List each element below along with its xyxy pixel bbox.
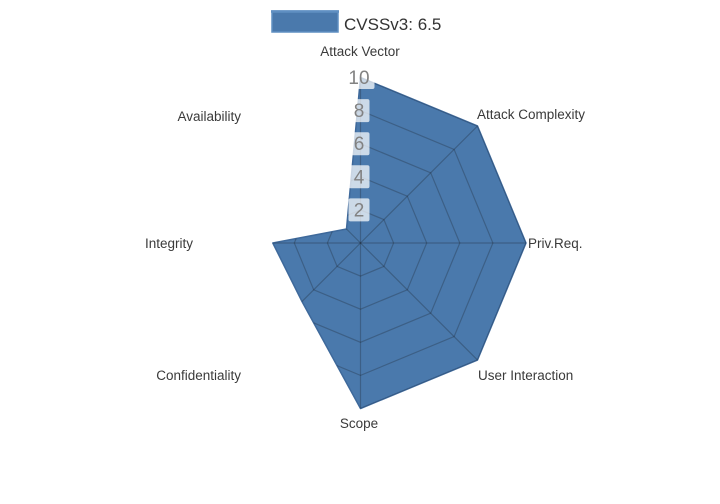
grid-ring (272, 109, 494, 377)
legend-swatch[interactable] (271, 10, 339, 33)
radial-tick-label: 2 (354, 200, 365, 221)
radial-tick-label: 6 (354, 134, 365, 155)
axis-label-priv-req-: Priv.Req. (528, 236, 583, 251)
tick-label-bg (348, 165, 370, 189)
grid-spoke (360, 242, 478, 361)
radial-tick-label: 8 (354, 101, 365, 122)
radial-tick-labels: 2 4 6 8 10 (343, 66, 375, 222)
radial-tick-label: 4 (354, 167, 365, 188)
axis-label-availability: Availability (177, 109, 241, 124)
grid-spoke (272, 125, 361, 244)
legend[interactable]: CVSSv3: 6.5 (271, 10, 441, 34)
tick-label-bg (348, 198, 370, 222)
legend-label[interactable]: CVSSv3: 6.5 (344, 15, 441, 34)
axis-label-attack-complexity: Attack Complexity (477, 107, 585, 122)
axis-label-user-interaction: User Interaction (478, 368, 573, 383)
axis-label-integrity: Integrity (145, 236, 193, 251)
radial-tick-label: 10 (348, 68, 369, 89)
tick-label-bg (348, 99, 370, 123)
axis-label-scope: Scope (340, 416, 378, 431)
grid-spoke (360, 125, 478, 244)
axis-labels: Attack Vector Attack Complexity Priv.Req. U… (145, 44, 585, 431)
axis-label-attack-vector: Attack Vector (320, 44, 400, 59)
cvss-trace-polygon (272, 76, 527, 410)
polar-grid (272, 77, 526, 409)
axis-label-confidentiality: Confidentiality (156, 368, 241, 383)
tick-label-bg (343, 66, 375, 89)
tick-label-bg (348, 132, 370, 156)
grid-ring (272, 77, 526, 409)
